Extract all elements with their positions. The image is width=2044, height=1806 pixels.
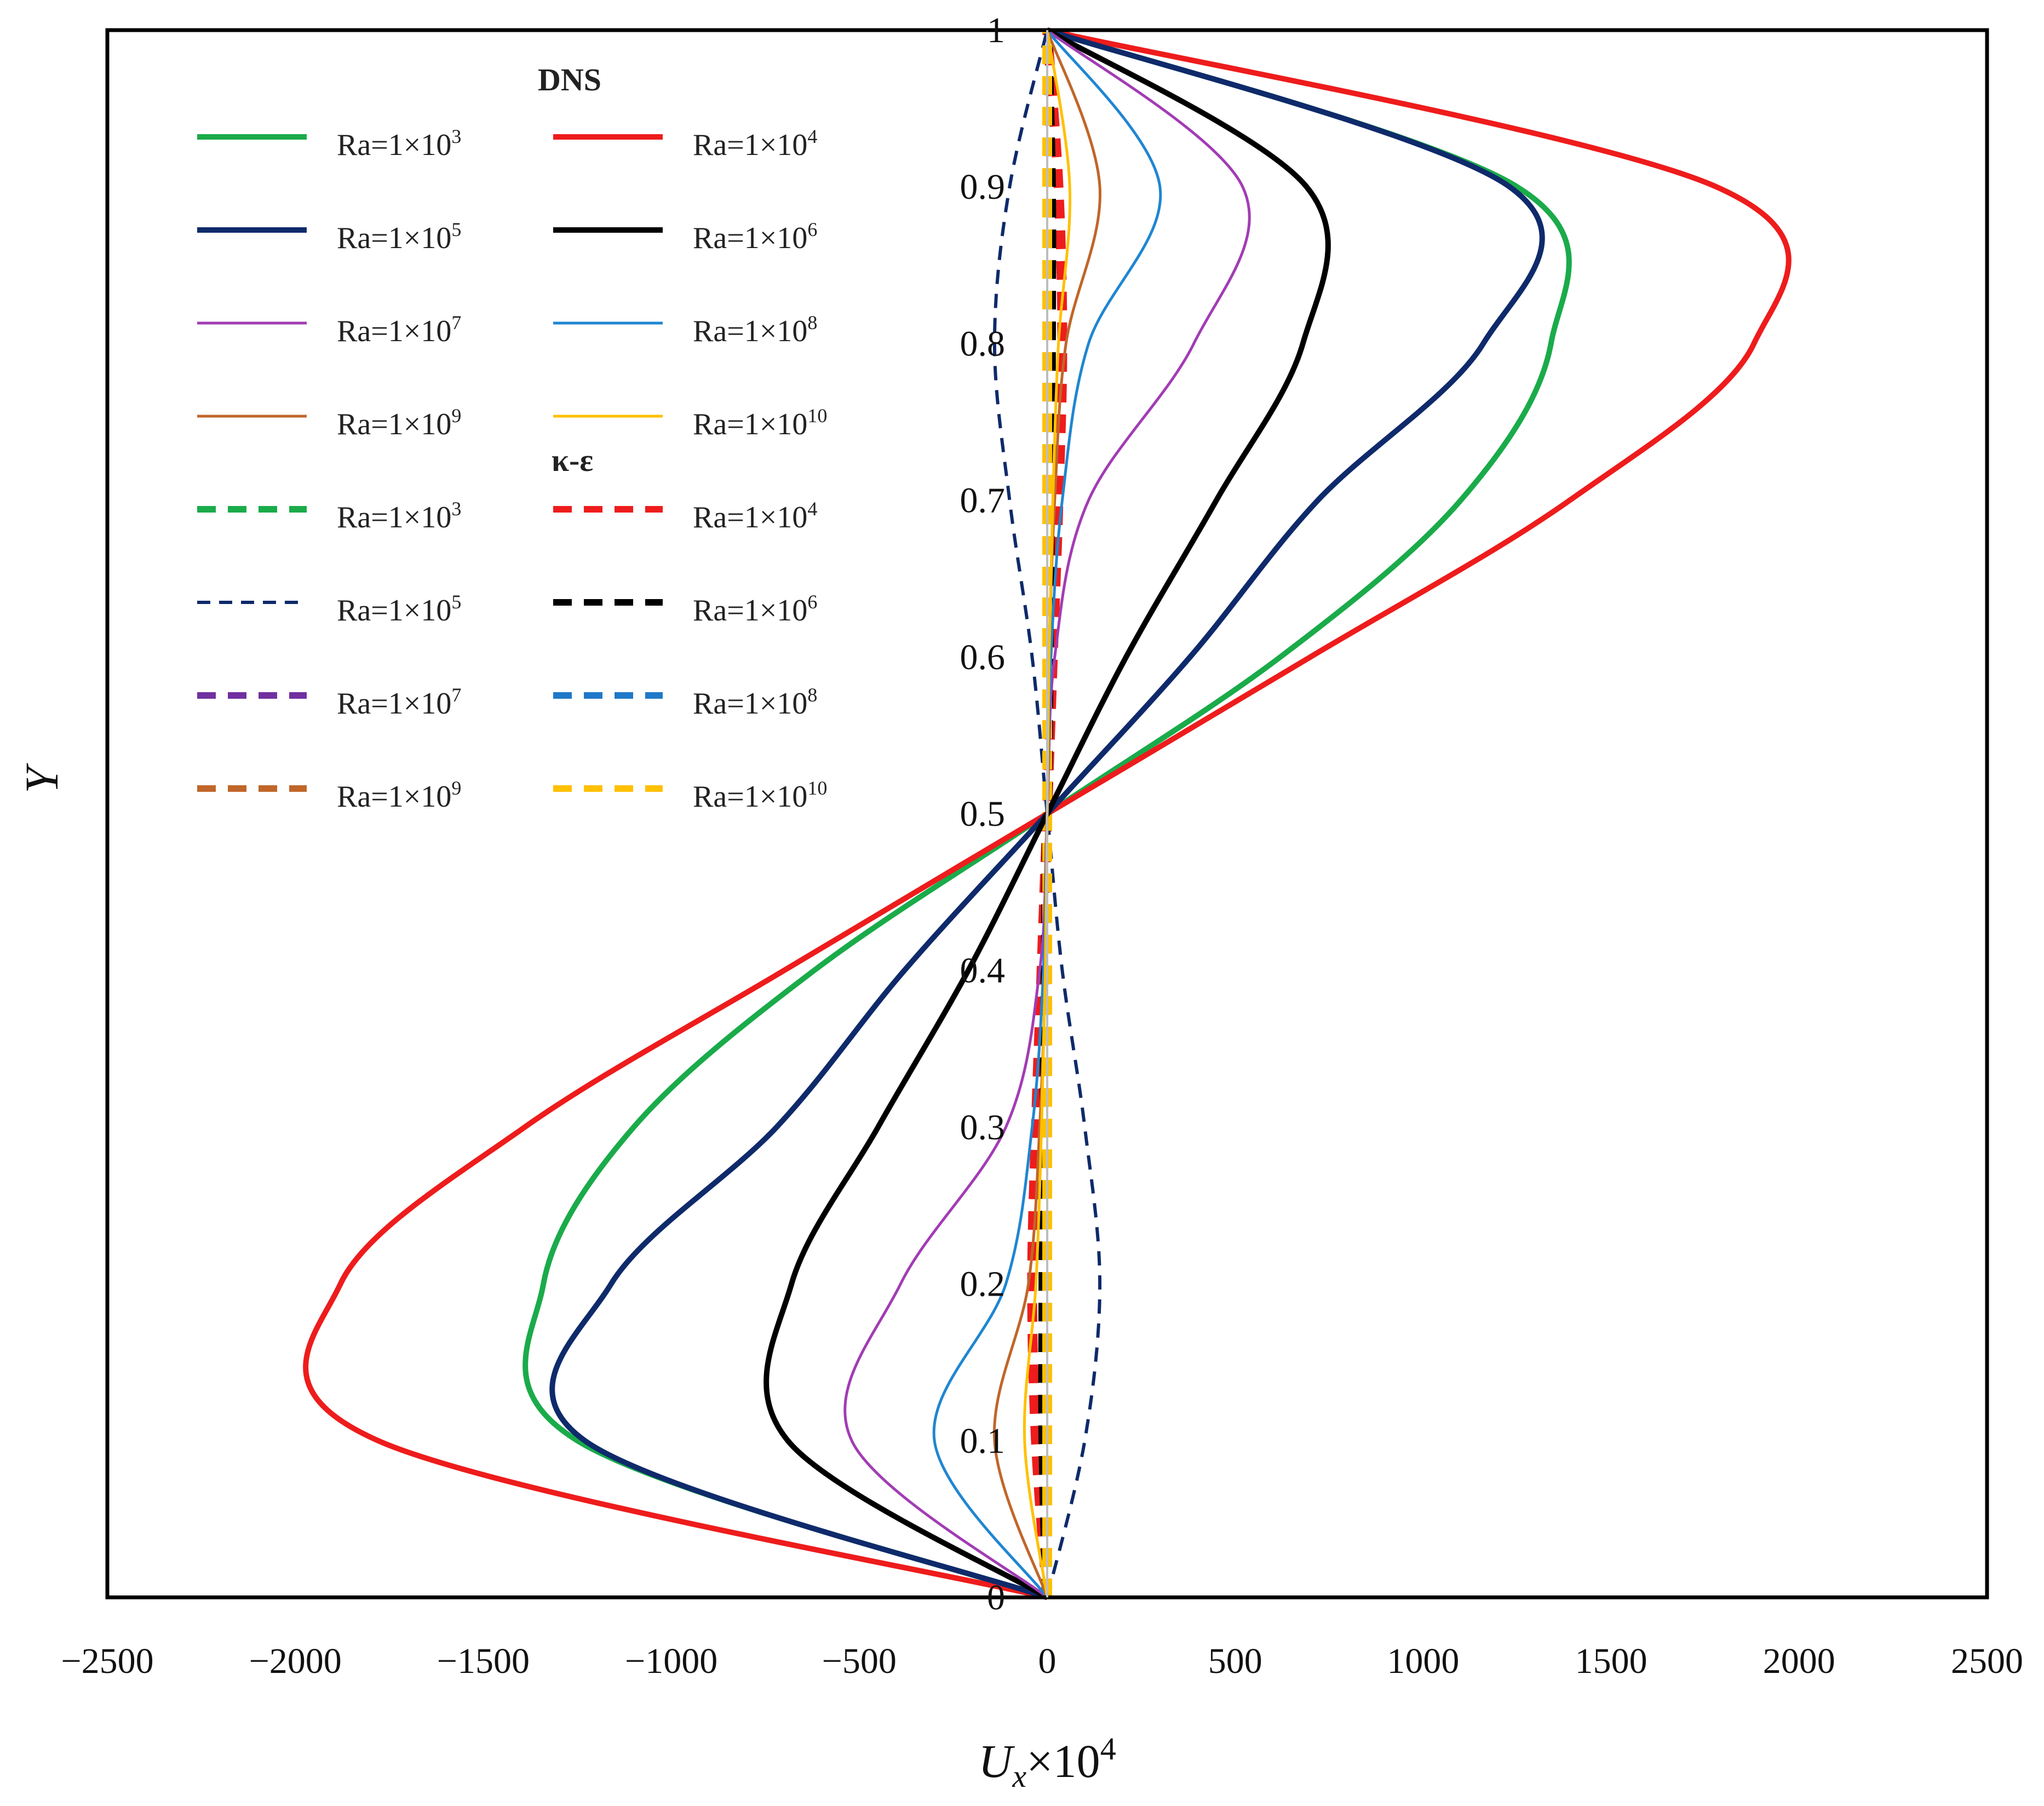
x-tick-labels: −2500 −2000 −1500 −1000 −500 0 500 1000 1500 2000…: [61, 1641, 2023, 1681]
legend-label: Ra=1×108: [693, 312, 817, 348]
x-axis-title-main: U: [978, 1735, 1015, 1787]
x-axis-title-exp: 4: [1100, 1731, 1116, 1767]
x-tick-label: −1000: [625, 1641, 717, 1681]
x-tick-label: −2000: [249, 1641, 342, 1681]
legend-label-base: Ra=1×10: [337, 780, 451, 814]
x-tick-label: 2000: [1763, 1641, 1835, 1681]
y-tick-label: 0: [987, 1578, 1005, 1618]
y-tick-label: 1: [987, 10, 1005, 50]
x-tick-label: 2500: [1951, 1641, 2023, 1681]
y-tick-label: 0.1: [960, 1421, 1006, 1461]
x-axis-title-rest: ×10: [1026, 1735, 1100, 1787]
x-tick-label: −500: [822, 1641, 897, 1681]
legend-label-exponent: 9: [451, 405, 461, 427]
x-tick-label: −1500: [437, 1641, 530, 1681]
legend-label-exponent: 8: [807, 684, 817, 706]
y-tick-label: 0.5: [960, 794, 1006, 834]
x-tick-label: 0: [1038, 1641, 1057, 1681]
x-tick-label: −2500: [61, 1641, 153, 1681]
legend-label-exponent: 10: [807, 777, 827, 799]
legend-header-dns: DNS: [538, 62, 601, 97]
legend-label-base: Ra=1×10: [693, 128, 807, 162]
legend-label: Ra=1×104: [693, 498, 817, 534]
legend-label-base: Ra=1×10: [337, 407, 451, 441]
legend-label: Ra=1×103: [337, 498, 461, 534]
y-tick-label: 0.6: [960, 637, 1006, 677]
legend-label: Ra=1×105: [337, 218, 461, 255]
legend-label-exponent: 5: [451, 218, 461, 240]
legend-label: Ra=1×107: [337, 684, 461, 721]
legend-label-base: Ra=1×10: [337, 501, 451, 534]
legend-label: Ra=1×109: [337, 405, 461, 441]
legend-label: Ra=1×103: [337, 125, 461, 162]
legend-label-exponent: 7: [451, 312, 461, 333]
legend-label: Ra=1×109: [337, 777, 461, 814]
legend-label: Ra=1×106: [693, 218, 817, 255]
legend-label-base: Ra=1×10: [337, 687, 451, 721]
legend-label-base: Ra=1×10: [337, 221, 451, 255]
y-tick-label: 0.2: [960, 1264, 1006, 1304]
legend-header-k-epsilon: κ-ε: [552, 442, 593, 478]
legend-label-base: Ra=1×10: [337, 594, 451, 628]
legend-label: Ra=1×108: [693, 684, 817, 721]
legend-label: Ra=1×1010: [693, 405, 827, 441]
y-tick-label: 0.9: [960, 167, 1006, 207]
legend-label-exponent: 6: [807, 591, 817, 613]
legend-label-exponent: 4: [807, 125, 817, 147]
y-axis-title: Y: [15, 763, 68, 793]
y-tick-label: 0.7: [960, 481, 1006, 521]
legend-label-exponent: 3: [451, 125, 461, 147]
legend-label-base: Ra=1×10: [337, 314, 451, 348]
legend-label-exponent: 10: [807, 405, 827, 427]
legend-label-base: Ra=1×10: [693, 687, 807, 721]
legend-label-exponent: 4: [807, 498, 817, 520]
legend-label-exponent: 5: [451, 591, 461, 613]
y-tick-label: 0.8: [960, 324, 1006, 364]
legend-label-base: Ra=1×10: [337, 128, 451, 162]
legend-label: Ra=1×105: [337, 591, 461, 628]
legend-label-exponent: 7: [451, 684, 461, 706]
legend-label: Ra=1×107: [337, 312, 461, 348]
x-tick-label: 1500: [1575, 1641, 1647, 1681]
legend-label-base: Ra=1×10: [693, 780, 807, 814]
legend-label-exponent: 8: [807, 312, 817, 333]
legend-label: Ra=1×1010: [693, 777, 827, 814]
x-axis-title-sub: x: [1012, 1758, 1026, 1794]
legend-label: Ra=1×104: [693, 125, 817, 162]
legend-label-exponent: 9: [451, 777, 461, 799]
legend-label: Ra=1×106: [693, 591, 817, 628]
x-axis-title: Ux×104: [978, 1731, 1116, 1794]
legend-label-base: Ra=1×10: [693, 314, 807, 348]
y-tick-labels: 0 0.1 0.2 0.3 0.4 0.5 0.6 0.7 0.8 0.9 1: [960, 10, 1006, 1618]
y-tick-label: 0.3: [960, 1107, 1006, 1147]
x-tick-label: 1000: [1387, 1641, 1459, 1681]
y-tick-label: 0.4: [960, 951, 1006, 991]
legend-label-exponent: 3: [451, 498, 461, 520]
legend-label-base: Ra=1×10: [693, 221, 807, 255]
legend-label-base: Ra=1×10: [693, 594, 807, 628]
legend-label-base: Ra=1×10: [693, 407, 807, 441]
legend-label-base: Ra=1×10: [693, 501, 807, 534]
x-tick-label: 500: [1208, 1641, 1262, 1681]
series-line-k-epsilon-ra-1e5: [992, 30, 1102, 1598]
legend-label-exponent: 6: [807, 218, 817, 240]
